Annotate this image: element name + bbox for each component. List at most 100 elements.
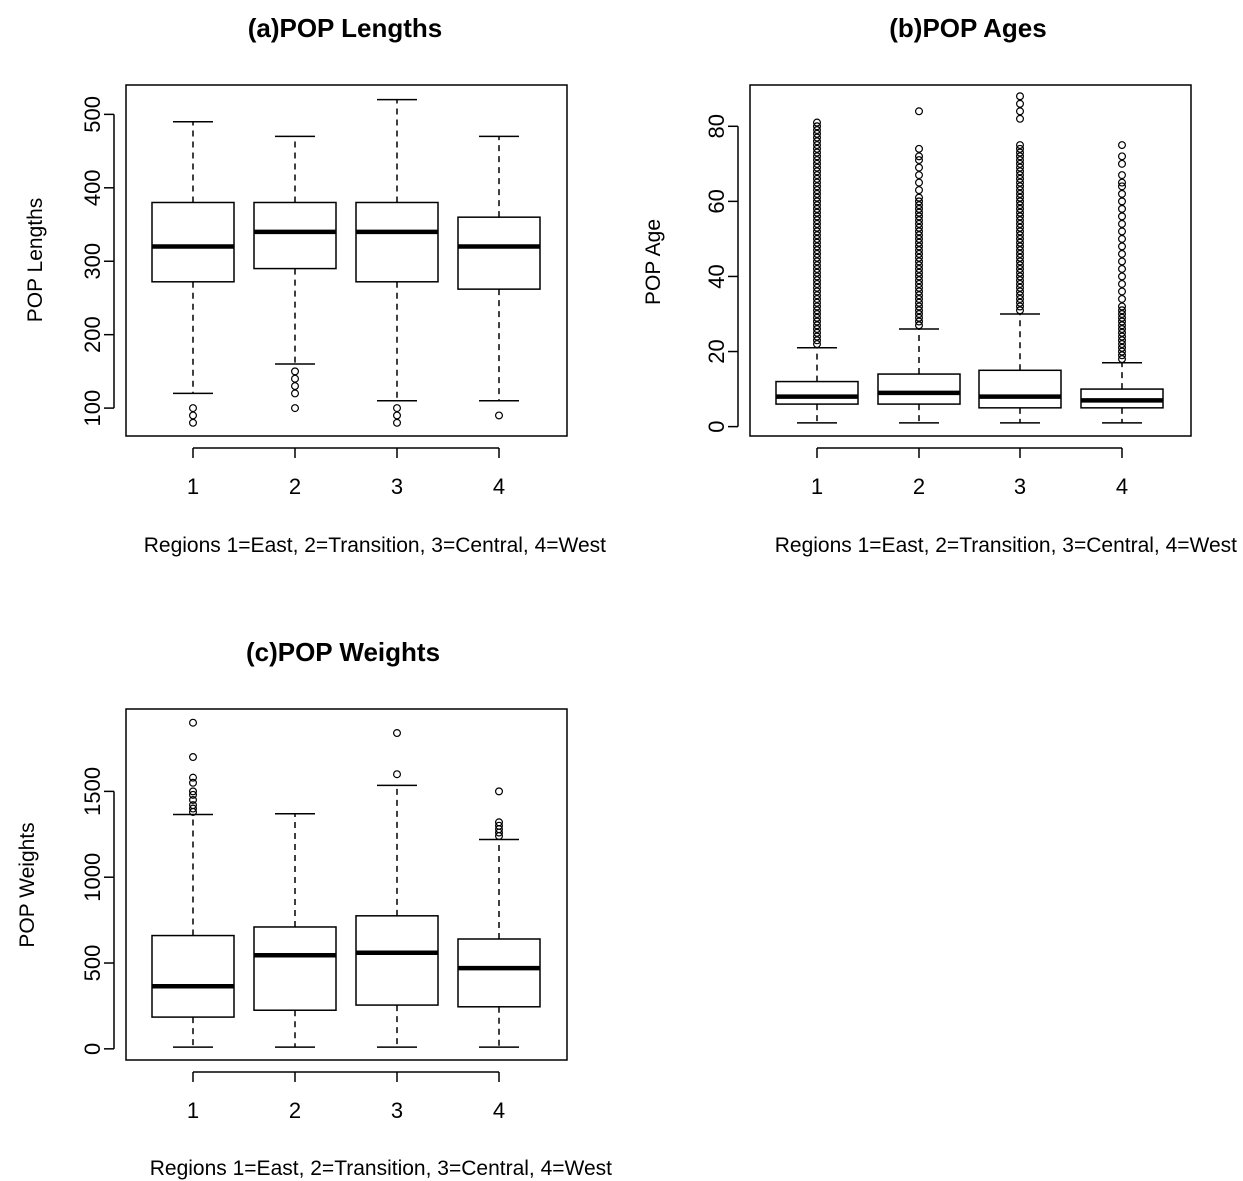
outlier-point bbox=[812, 253, 821, 262]
y-tick-label: 80 bbox=[704, 114, 729, 138]
outlier-point bbox=[1015, 298, 1024, 307]
outlier-point bbox=[1117, 182, 1126, 191]
box-4 bbox=[1080, 141, 1164, 424]
chart-title: (c)POP Weights bbox=[246, 637, 440, 667]
outlier-point bbox=[914, 152, 923, 161]
outlier-point bbox=[914, 171, 923, 180]
outlier-point bbox=[914, 193, 923, 202]
outlier-point bbox=[812, 242, 821, 251]
x-tick-label: 3 bbox=[391, 1098, 403, 1123]
outlier-point bbox=[812, 276, 821, 285]
outlier-point bbox=[495, 818, 504, 827]
outlier-point bbox=[812, 174, 821, 183]
outlier-point bbox=[393, 404, 402, 413]
outlier-point bbox=[812, 336, 821, 345]
outlier-point bbox=[495, 821, 504, 830]
outlier-point bbox=[1015, 193, 1024, 202]
outlier-point bbox=[812, 306, 821, 315]
outlier-point bbox=[812, 234, 821, 243]
outlier-point bbox=[1015, 264, 1024, 273]
outlier-point bbox=[189, 411, 198, 420]
outlier-point bbox=[914, 231, 923, 240]
outlier-point bbox=[914, 246, 923, 255]
outlier-point bbox=[812, 291, 821, 300]
outlier-point bbox=[1015, 197, 1024, 206]
outlier-point bbox=[914, 298, 923, 307]
outlier-point bbox=[812, 321, 821, 330]
outlier-point bbox=[914, 276, 923, 285]
outlier-point bbox=[495, 787, 504, 796]
outlier-point bbox=[1117, 328, 1126, 337]
outlier-point bbox=[812, 126, 821, 135]
outlier-point bbox=[1015, 253, 1024, 262]
outlier-point bbox=[812, 332, 821, 341]
x-tick-label: 3 bbox=[391, 474, 403, 499]
outlier-point bbox=[1015, 92, 1024, 101]
outlier-point bbox=[812, 219, 821, 228]
outlier-point bbox=[1015, 182, 1024, 191]
outlier-point bbox=[812, 186, 821, 195]
box-iqr bbox=[253, 201, 337, 270]
chart-title: (a)POP Lengths bbox=[248, 13, 443, 43]
y-axis-label: POP Age bbox=[642, 219, 665, 305]
outlier-point bbox=[914, 156, 923, 165]
outlier-point bbox=[1015, 287, 1024, 296]
chart-marks: 0 20 40 60 80 1 2 3 4 bbox=[704, 92, 1164, 499]
x-tick-label: 4 bbox=[493, 1098, 505, 1123]
outlier-point bbox=[914, 216, 923, 225]
box-iqr bbox=[775, 380, 859, 405]
outlier-point bbox=[1117, 272, 1126, 281]
outlier-point bbox=[812, 283, 821, 292]
outlier-point bbox=[914, 223, 923, 232]
box-1 bbox=[151, 718, 235, 1048]
outlier-point bbox=[1117, 264, 1126, 273]
outlier-point bbox=[914, 302, 923, 311]
outlier-point bbox=[291, 404, 300, 413]
outlier-point bbox=[914, 201, 923, 210]
outlier-point bbox=[1015, 257, 1024, 266]
outlier-point bbox=[1117, 257, 1126, 266]
outlier-point bbox=[812, 328, 821, 337]
box-2 bbox=[253, 135, 337, 413]
outlier-point bbox=[1117, 332, 1126, 341]
outlier-point bbox=[1015, 159, 1024, 168]
outlier-point bbox=[1117, 351, 1126, 360]
outlier-point bbox=[1117, 159, 1126, 168]
box-iqr bbox=[355, 201, 439, 283]
outlier-point bbox=[1117, 321, 1126, 330]
outlier-point bbox=[1117, 227, 1126, 236]
outlier-point bbox=[1015, 227, 1024, 236]
outlier-point bbox=[914, 283, 923, 292]
outlier-point bbox=[914, 163, 923, 172]
outlier-point bbox=[189, 787, 198, 796]
outlier-point bbox=[914, 204, 923, 213]
outlier-point bbox=[812, 212, 821, 221]
outlier-point bbox=[812, 298, 821, 307]
outlier-point bbox=[393, 411, 402, 420]
outlier-point bbox=[189, 718, 198, 727]
outlier-point bbox=[812, 313, 821, 322]
outlier-point bbox=[812, 118, 821, 127]
outlier-point bbox=[812, 189, 821, 198]
outlier-point bbox=[914, 212, 923, 221]
outlier-point bbox=[812, 204, 821, 213]
outlier-point bbox=[1015, 141, 1024, 150]
outlier-point bbox=[812, 246, 821, 255]
outlier-point bbox=[914, 321, 923, 330]
outlier-point bbox=[812, 201, 821, 210]
outlier-point bbox=[1015, 279, 1024, 288]
box-iqr bbox=[978, 369, 1062, 409]
outlier-point bbox=[914, 261, 923, 270]
x-tick-label: 2 bbox=[913, 474, 925, 499]
box-iqr bbox=[877, 373, 961, 405]
chart-marks: 100 200 300 400 500 1 2 3 4 bbox=[80, 96, 541, 499]
outlier-point bbox=[189, 795, 198, 804]
y-tick-label: 0 bbox=[704, 420, 729, 432]
outlier-point bbox=[1015, 242, 1024, 251]
outlier-point bbox=[914, 219, 923, 228]
outlier-point bbox=[1117, 287, 1126, 296]
outlier-point bbox=[914, 197, 923, 206]
outlier-point bbox=[189, 753, 198, 762]
outlier-point bbox=[1015, 178, 1024, 187]
outlier-point bbox=[812, 208, 821, 217]
